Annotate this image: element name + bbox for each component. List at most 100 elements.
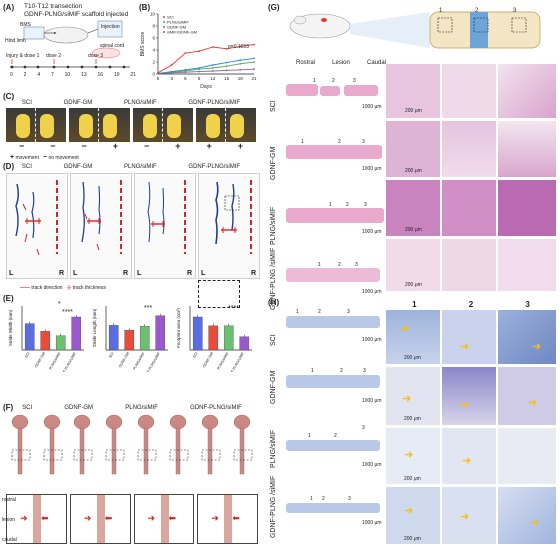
he-zoom [442, 121, 496, 177]
rat-hindlimb-photo [69, 108, 130, 142]
he-zoom [498, 239, 556, 291]
position-label: Caudal [366, 60, 386, 66]
group-label: PLNG/siMIF [125, 405, 158, 411]
data-point [198, 50, 201, 53]
data-point [170, 70, 173, 73]
y-tick-label: 6 [152, 36, 155, 41]
movement-sign: − [143, 141, 150, 151]
scale-label: 1000 μm [362, 462, 382, 468]
lfb-zoom [498, 367, 556, 425]
box-num: 2 [346, 202, 349, 208]
data-point [253, 61, 255, 63]
footprint-tracks [215, 180, 252, 254]
footprint-tracks [147, 180, 186, 254]
spinal-cord-zoom: ➜ ⬅ [133, 494, 195, 544]
group-label: SCI [21, 100, 32, 106]
data-point [170, 64, 173, 66]
legend-label: PLNG/siMIF [167, 20, 189, 25]
row-label: SCI [270, 100, 277, 112]
box-num: 3 [348, 496, 351, 502]
label-bms: BMS [20, 22, 31, 28]
data-point [211, 70, 214, 72]
x-tick-label: GDNF-GM [34, 351, 46, 368]
x-tick-label: GDNF-GM [118, 351, 130, 368]
data-point [198, 70, 201, 73]
cyl-num: 2 [475, 8, 479, 14]
footprint-tracks [15, 180, 58, 256]
label-dose-2: dose 2 [46, 53, 62, 59]
label-hind-limb: Hind limb [5, 38, 26, 44]
position-label: Rostral [296, 60, 316, 66]
footprint-panel: L R [6, 173, 68, 279]
footprint-zoom-box [198, 280, 240, 308]
lfb-zoom [442, 310, 496, 364]
x-tick-label: PLNG/siMIF [216, 351, 230, 371]
lfb-section [286, 375, 380, 388]
movement-sign: + [175, 141, 181, 151]
yellow-arrow-icon: ➜ [460, 399, 470, 411]
series-line [157, 61, 255, 74]
footprint-panels: L R L R L [6, 173, 260, 279]
x-tick-label: 18 [238, 76, 244, 81]
he-zoom [498, 180, 556, 236]
rat-hindlimb-photo [6, 108, 67, 142]
lfb-section [286, 316, 380, 328]
yellow-arrow-icon: ➜ [530, 517, 540, 529]
movement-sign: + [112, 141, 118, 151]
scale-label: 200 μm [405, 108, 422, 114]
cyl-num: 1 [439, 8, 443, 14]
yellow-arrow-icon: ➜ [402, 393, 412, 405]
bar [208, 325, 219, 351]
spinal-cord-zoom-panels: ➜ ⬅ ➜ ⬅ ➜ ⬅ ➜ ⬅ [6, 494, 258, 544]
panel-c-signs: − − − + − + + + [6, 141, 256, 151]
day-label: 13 [81, 72, 87, 78]
movement-sign: + [206, 141, 212, 151]
he-zoom [442, 180, 496, 236]
y-tick-label: 8 [152, 24, 155, 29]
box-num: 2 [340, 368, 343, 374]
x-tick-label: PLNG/siMIF [132, 351, 146, 371]
legend-marker [163, 26, 165, 28]
footprint-panel: L R [134, 173, 196, 279]
he-section [286, 84, 318, 96]
scale-label: 1000 μm [362, 520, 382, 526]
bms-line-chart: 0 2 4 6 8 10 0 3 6 9 12 15 18 21 Days BMS score SCIPLNG/… [140, 12, 257, 91]
y-axis-label: Stride Width (mm) [8, 309, 13, 346]
bar [55, 335, 66, 351]
x-tick-label: SCI [108, 352, 114, 359]
scale-label: 1000 μm [362, 337, 382, 343]
box-num: 2 [334, 433, 337, 439]
label-dose-3: dose 3 [88, 53, 104, 59]
y-tick-label: 0 [152, 72, 155, 77]
he-zoom [442, 239, 496, 291]
right-label: R [58, 270, 64, 277]
scale-label: 1000 μm [362, 398, 382, 404]
yellow-arrow-icon: ➜ [460, 341, 470, 353]
series-line [157, 57, 255, 74]
box-num: 3 [355, 262, 358, 268]
day-label: 4 [37, 72, 41, 78]
panel-f-letter: (F) [3, 403, 14, 412]
row-label: PLNG/siMIF [270, 206, 277, 245]
data-point [157, 71, 159, 74]
data-point [211, 64, 214, 66]
bar [155, 315, 166, 351]
bms-pvalue: p=0.1653 [228, 44, 249, 50]
right-label: R [186, 270, 192, 277]
stride-length-chart: Stride Length (mm)SCI GDNF-GM PLNG/siMIFGD… [92, 306, 168, 372]
scale-label: 1000 μm [362, 229, 382, 235]
x-tick-label: 9 [198, 76, 201, 81]
rat-hindlimb-photo [195, 108, 256, 142]
lfb-zoom [386, 310, 440, 364]
position-label: Lesion [332, 60, 350, 66]
x-tick-label: 0 [157, 76, 160, 81]
left-label: L [201, 270, 206, 277]
group-label: PLNG/siMIF [124, 164, 157, 170]
row-label: GDNF-GM [270, 370, 277, 404]
scale-label: 200 μm [404, 476, 421, 482]
bar [124, 330, 135, 351]
box-num: 1 [311, 368, 314, 374]
group-label: GDNF-PLNG/siMIF [190, 405, 242, 411]
row-label: PLNG/siMIF [270, 429, 277, 468]
bar [24, 323, 35, 351]
